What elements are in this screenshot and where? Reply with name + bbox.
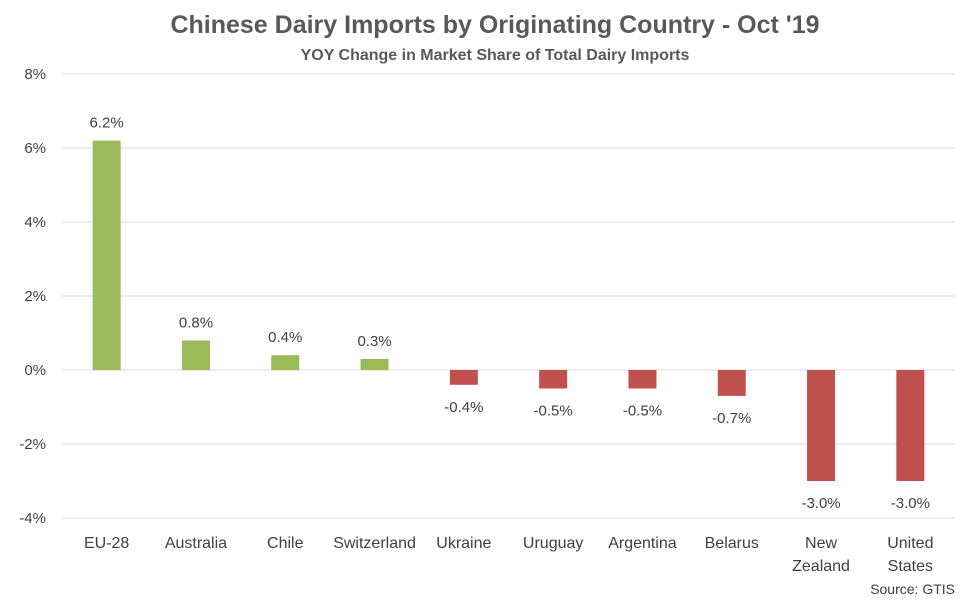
- y-axis-tick-labels: 8% 6% 4% 2% 0% -2% -4%: [19, 66, 46, 527]
- y-tick-label: 0%: [24, 362, 46, 379]
- bar: [717, 370, 746, 396]
- y-tick-label: 4%: [24, 214, 46, 231]
- data-label: 6.2%: [90, 115, 124, 132]
- data-labels: 6.2% 0.8% 0.4% 0.3% -0.4% -0.5% -0.5% -0.7% -3.0…: [90, 115, 930, 512]
- y-tick-label: -4%: [19, 510, 46, 527]
- bar: [896, 370, 925, 481]
- chart-subtitle: YOY Change in Market Share of Total Dair…: [301, 47, 690, 64]
- gridlines: [62, 73, 955, 519]
- bar: [539, 370, 568, 389]
- bar: [360, 358, 389, 370]
- bar: [271, 355, 300, 370]
- chart-title: Chinese Dairy Imports by Originating Cou…: [170, 11, 819, 39]
- data-label: -0.5%: [534, 403, 573, 420]
- category-label: Argentina: [608, 535, 677, 552]
- data-label: -3.0%: [801, 495, 840, 512]
- data-label: -0.7%: [712, 410, 751, 427]
- data-label: 0.4%: [268, 329, 302, 346]
- category-label: Switzerland: [333, 535, 416, 552]
- bars: [92, 140, 925, 481]
- source-note: Source: GTIS: [870, 581, 955, 597]
- bar: [807, 370, 836, 481]
- bar: [181, 340, 210, 370]
- data-label: 0.8%: [179, 314, 213, 331]
- y-tick-label: 6%: [24, 140, 46, 157]
- y-tick-label: 8%: [24, 66, 46, 83]
- category-label: New: [805, 535, 837, 552]
- category-label: Ukraine: [436, 535, 491, 552]
- data-label: -3.0%: [891, 495, 930, 512]
- y-tick-label: -2%: [19, 436, 46, 453]
- category-label: Zealand: [792, 558, 850, 575]
- category-labels: EU-28 Australia Chile Switzerland Ukraine Uru…: [84, 535, 934, 575]
- category-label: Australia: [165, 535, 227, 552]
- category-label: United: [887, 535, 933, 552]
- category-label: States: [888, 558, 933, 575]
- y-tick-label: 2%: [24, 288, 46, 305]
- category-label: Belarus: [705, 535, 759, 552]
- bar: [92, 140, 121, 370]
- category-label: Chile: [267, 535, 304, 552]
- data-label: 0.3%: [357, 333, 391, 350]
- category-label: EU-28: [84, 535, 129, 552]
- data-label: -0.5%: [623, 403, 662, 420]
- category-label: Uruguay: [523, 535, 583, 552]
- data-label: -0.4%: [444, 399, 483, 416]
- bar: [449, 370, 478, 385]
- bar: [628, 370, 657, 389]
